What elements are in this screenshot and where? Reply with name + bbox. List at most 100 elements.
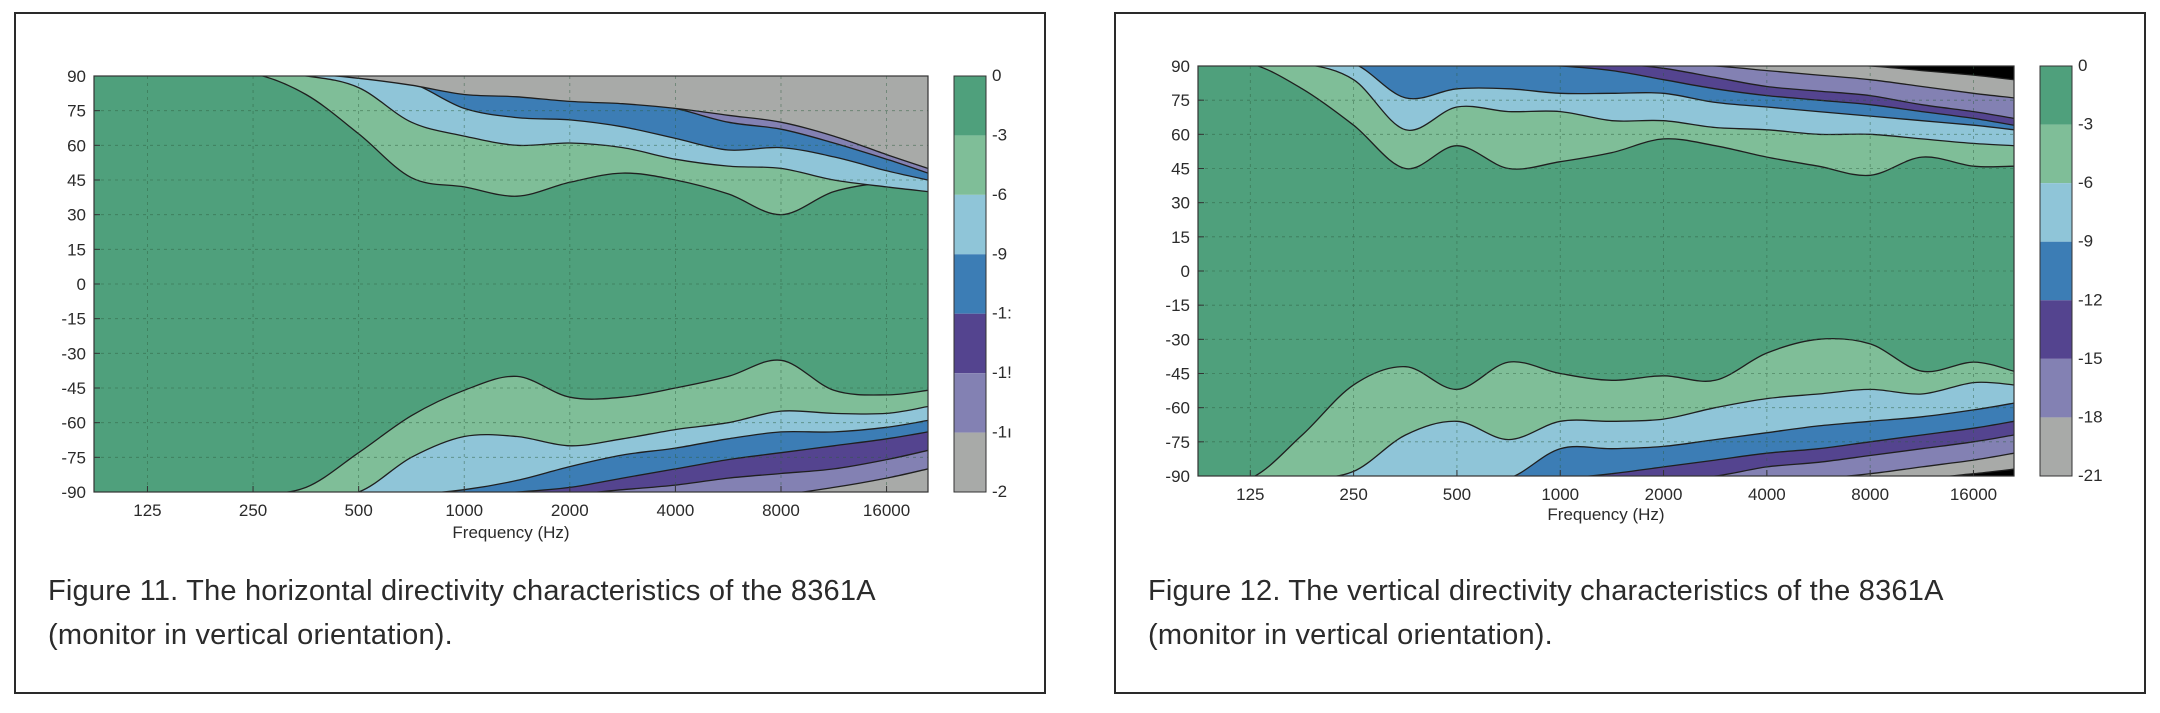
colorbar-segment bbox=[954, 135, 986, 195]
lower-level-5-region-contour bbox=[1708, 434, 2014, 476]
upper-level-4-region-contour bbox=[1549, 66, 2014, 126]
upper-level-6-region-contour bbox=[329, 76, 928, 170]
x-tick-label: 125 bbox=[133, 501, 161, 520]
x-tick-label: 1000 bbox=[1541, 485, 1579, 504]
colorbar-segment bbox=[2040, 358, 2072, 418]
y-tick-label: -60 bbox=[61, 414, 86, 433]
colorbar-label: -3 bbox=[992, 125, 1007, 144]
x-axis-label: Frequency (Hz) bbox=[452, 523, 569, 542]
lower-level-1-region-contour bbox=[283, 359, 928, 492]
lower-level-4-region-contour bbox=[506, 431, 928, 492]
lower-level-3-region-contour bbox=[1512, 402, 2014, 476]
y-tick-label: 0 bbox=[77, 275, 86, 294]
colorbar-segment bbox=[2040, 417, 2072, 476]
colorbar-segment bbox=[954, 254, 986, 314]
y-tick-label: 30 bbox=[1171, 194, 1190, 213]
x-axis-label: Frequency (Hz) bbox=[1547, 505, 1664, 524]
upper-level-6-region bbox=[336, 76, 928, 169]
x-tick-label: 500 bbox=[1443, 485, 1471, 504]
colorbar-label: -3 bbox=[2078, 115, 2093, 134]
colorbar-label: -6 bbox=[992, 185, 1007, 204]
colorbar-frame bbox=[953, 75, 987, 493]
upper-level-7-region bbox=[1870, 66, 2014, 80]
x-tick-label: 2000 bbox=[1645, 485, 1683, 504]
upper-level-6-region-contour bbox=[1704, 66, 2014, 99]
colorbar-segment bbox=[954, 313, 986, 374]
figure-12-panel: 125 250 500 1000 2000 4000 8000 16000 90 75 60 45 30… bbox=[1114, 12, 2146, 694]
upper-level-1-region-contour bbox=[260, 76, 928, 216]
colorbar-label: -6 bbox=[2078, 173, 2093, 192]
vertical-directivity-chart: 125 250 500 1000 2000 4000 8000 16000 90 75 60 45 30… bbox=[1165, 56, 2103, 524]
colorbar-label: -2 bbox=[992, 482, 1007, 501]
y-tick-label: 90 bbox=[67, 67, 86, 86]
colorbar-label: -1! bbox=[992, 363, 1012, 382]
colorbar-label: -15 bbox=[2078, 349, 2103, 368]
y-tick-label: -90 bbox=[1165, 467, 1190, 486]
upper-level-1-region-contour bbox=[1255, 66, 2014, 177]
colorbar-label: 0 bbox=[2078, 56, 2087, 75]
figure-11-panel: 125 250 500 1000 2000 4000 8000 16000 90 75 60 45 30… bbox=[14, 12, 1046, 694]
figure-12-caption-line1: Figure 12. The vertical directivity char… bbox=[1148, 575, 1944, 607]
colorbar-segment bbox=[954, 373, 986, 433]
y-tick-label: 45 bbox=[1171, 160, 1190, 179]
grid bbox=[94, 76, 928, 492]
y-tick-label: -75 bbox=[1165, 433, 1190, 452]
y-tick-label: 90 bbox=[1171, 57, 1190, 76]
y-tick-label: 15 bbox=[1171, 228, 1190, 247]
x-tick-label: 16000 bbox=[1950, 485, 1997, 504]
x-tick-label: 500 bbox=[344, 501, 372, 520]
colorbar-label: -1ı bbox=[992, 423, 1012, 442]
x-tick-label: 1000 bbox=[445, 501, 483, 520]
lower-level-5-region bbox=[598, 450, 928, 492]
lower-level-3-region-contour bbox=[436, 419, 928, 492]
colorbar-segment bbox=[954, 76, 986, 136]
figure-12-caption: Figure 12. The vertical directivity char… bbox=[1148, 569, 2108, 657]
plot-area bbox=[1198, 66, 2014, 476]
x-tick-label: 4000 bbox=[1748, 485, 1786, 504]
x-tick-label: 250 bbox=[1339, 485, 1367, 504]
y-tick-label: 75 bbox=[1171, 91, 1190, 110]
horizontal-directivity-chart: 125 250 500 1000 2000 4000 8000 16000 90 75 60 45 30… bbox=[61, 66, 1012, 542]
colorbar-label: -18 bbox=[2078, 407, 2103, 426]
lower-level-6-region bbox=[803, 468, 928, 492]
upper-level-7-region-contour bbox=[1859, 66, 2014, 81]
x-tick-label: 250 bbox=[239, 501, 267, 520]
y-tick-label: -30 bbox=[1165, 330, 1190, 349]
colorbar-label: -21 bbox=[2078, 466, 2103, 485]
y-tick-label: 45 bbox=[67, 171, 86, 190]
lower-level-5-region-contour bbox=[592, 449, 928, 492]
y-tick-label: 30 bbox=[67, 206, 86, 225]
colorbar-segment bbox=[954, 194, 986, 255]
figure-11-caption-line1: Figure 11. The horizontal directivity ch… bbox=[48, 575, 876, 607]
y-tick-label: 60 bbox=[67, 136, 86, 155]
colorbar-label: -9 bbox=[992, 244, 1007, 263]
figure-11-caption: Figure 11. The horizontal directivity ch… bbox=[48, 569, 1008, 657]
colorbar-label: -12 bbox=[2078, 290, 2103, 309]
y-tick-label: -30 bbox=[61, 344, 86, 363]
colorbar-segment bbox=[2040, 66, 2072, 125]
colorbar-segment bbox=[2040, 124, 2072, 184]
grid bbox=[1198, 66, 2014, 476]
lower-level-7-region bbox=[1950, 469, 2014, 476]
x-tick-label: 8000 bbox=[762, 501, 800, 520]
lower-level-2-region-contour bbox=[356, 405, 928, 492]
plot-area bbox=[94, 76, 928, 492]
x-tick-label: 125 bbox=[1236, 485, 1264, 504]
lower-level-6-region bbox=[1848, 453, 2014, 476]
y-tick-label: -60 bbox=[1165, 399, 1190, 418]
y-tick-label: -90 bbox=[61, 483, 86, 502]
y-tick-label: -45 bbox=[1165, 365, 1190, 384]
colorbar-segment bbox=[954, 432, 986, 492]
colorbar-segment bbox=[2040, 300, 2072, 359]
y-tick-label: 15 bbox=[67, 240, 86, 259]
y-tick-label: 75 bbox=[67, 102, 86, 121]
colorbar-label: -1: bbox=[992, 304, 1012, 323]
colorbar-segment bbox=[2040, 241, 2072, 301]
lower-level-1-region-contour bbox=[1253, 337, 2014, 476]
figure-12-caption-line2: (monitor in vertical orientation). bbox=[1148, 619, 1553, 651]
lower-level-4-region-contour bbox=[1583, 420, 2014, 476]
upper-level-2-region-contour bbox=[1312, 66, 2014, 147]
colorbar-label: -9 bbox=[2078, 232, 2093, 251]
y-tick-label: -15 bbox=[61, 310, 86, 329]
y-tick-label: -75 bbox=[61, 448, 86, 467]
